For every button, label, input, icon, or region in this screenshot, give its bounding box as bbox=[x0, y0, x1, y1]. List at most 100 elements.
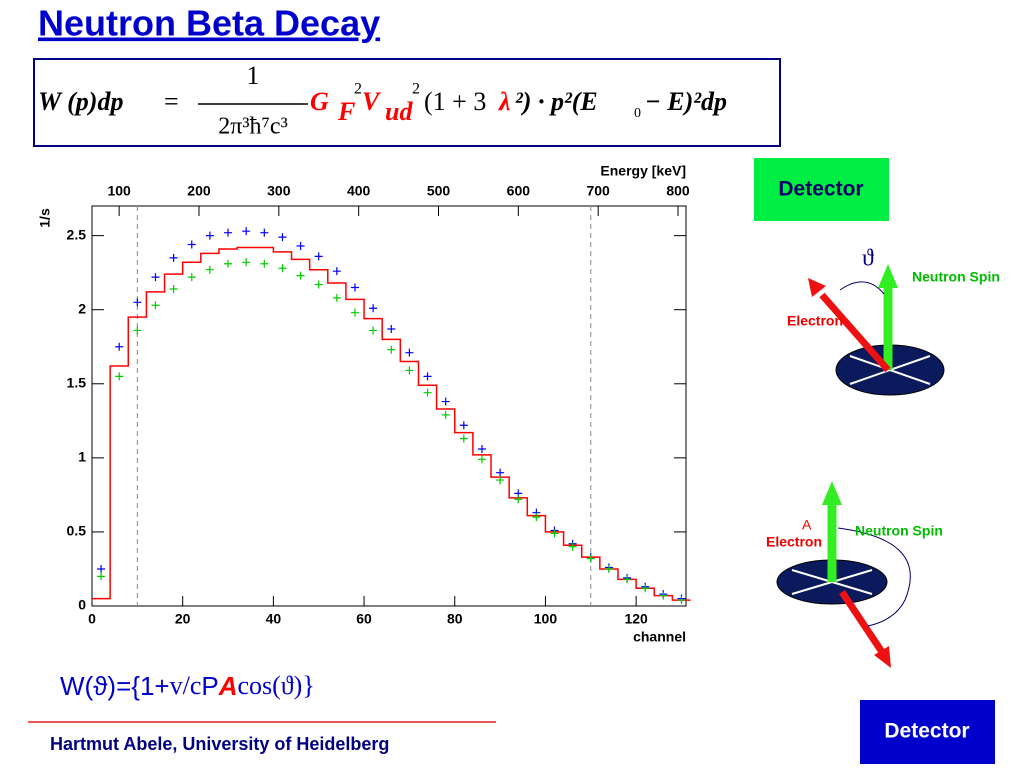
asymmetry-formula: W(ϑ)={1+v/cPAcos(ϑ)} bbox=[60, 671, 315, 701]
spin-label: Neutron Spin bbox=[855, 523, 943, 539]
formula-part: v/c bbox=[170, 671, 202, 700]
data-point bbox=[314, 280, 323, 289]
data-point bbox=[242, 258, 251, 267]
x-tick-label: 0 bbox=[88, 611, 96, 627]
data-point bbox=[151, 273, 160, 282]
formula-sup: 2 bbox=[354, 81, 362, 98]
angle-arc bbox=[839, 281, 885, 295]
data-point bbox=[314, 252, 323, 261]
detector-label: Detector bbox=[884, 720, 969, 743]
data-point bbox=[423, 372, 432, 381]
data-point bbox=[278, 264, 287, 273]
y-tick-label: 2.5 bbox=[67, 226, 87, 242]
data-point bbox=[97, 572, 106, 581]
formula-g: G bbox=[310, 87, 329, 116]
data-point bbox=[550, 529, 559, 538]
arrow-head bbox=[874, 646, 891, 668]
data-point bbox=[405, 366, 414, 375]
x2-tick-label: 100 bbox=[107, 183, 131, 199]
x-tick-label: 20 bbox=[175, 611, 191, 627]
fit-histogram bbox=[92, 246, 691, 601]
data-point bbox=[242, 227, 251, 236]
data-point bbox=[205, 265, 214, 274]
data-point bbox=[369, 326, 378, 335]
data-point bbox=[441, 410, 450, 419]
data-point bbox=[369, 304, 378, 313]
data-point bbox=[568, 542, 577, 551]
data-point bbox=[133, 298, 142, 307]
x2-tick-label: 400 bbox=[347, 183, 371, 199]
data-point bbox=[405, 348, 414, 357]
x-axis-label: channel bbox=[633, 629, 686, 645]
x-tick-label: 80 bbox=[447, 611, 463, 627]
data-point bbox=[97, 564, 106, 573]
data-point bbox=[532, 513, 541, 522]
x2-tick-label: 200 bbox=[187, 183, 211, 199]
detector-box bbox=[754, 158, 889, 221]
formula-lambda: λ bbox=[498, 87, 511, 116]
data-point bbox=[115, 342, 124, 351]
plot-frame bbox=[91, 205, 687, 607]
data-point bbox=[604, 564, 613, 573]
data-point bbox=[659, 591, 668, 600]
data-point bbox=[115, 372, 124, 381]
formula-sub: F bbox=[337, 97, 355, 126]
electron-arrow bbox=[839, 590, 885, 654]
y-tick-label: 0 bbox=[78, 597, 86, 613]
footer: Hartmut Abele, University of Heidelberg bbox=[50, 734, 389, 754]
data-point bbox=[387, 324, 396, 333]
data-point bbox=[514, 495, 523, 504]
x-tick-label: 40 bbox=[266, 611, 282, 627]
detector-label: Detector bbox=[778, 178, 863, 201]
spin-label: Neutron Spin bbox=[912, 269, 1000, 285]
formula-part: − E)²dp bbox=[645, 87, 727, 116]
data-point bbox=[459, 421, 468, 430]
formula-part: cos(ϑ)} bbox=[237, 671, 314, 700]
data-point bbox=[623, 575, 632, 584]
data-point bbox=[441, 397, 450, 406]
data-point bbox=[496, 476, 505, 485]
angle-arc bbox=[837, 527, 911, 627]
x-tick-label: 120 bbox=[624, 611, 648, 627]
data-point bbox=[641, 584, 650, 593]
data-point bbox=[586, 554, 595, 563]
formula-part: P bbox=[201, 671, 218, 701]
x2-axis-label: Energy [keV] bbox=[600, 163, 686, 179]
x2-tick-label: 600 bbox=[507, 183, 531, 199]
formula-sub: ud bbox=[385, 97, 413, 126]
data-point bbox=[133, 326, 142, 335]
data-point bbox=[260, 259, 269, 268]
data-point bbox=[187, 240, 196, 249]
data-point bbox=[151, 301, 160, 310]
data-point bbox=[187, 273, 196, 282]
x2-tick-label: 800 bbox=[666, 183, 690, 199]
formula-eq: = bbox=[164, 87, 179, 116]
electron-label: Electron bbox=[787, 313, 843, 329]
a-label: A bbox=[802, 517, 812, 533]
formula-part: (1 + 3 bbox=[424, 87, 486, 116]
electron-arrow bbox=[819, 292, 891, 373]
x-tick-label: 100 bbox=[534, 611, 558, 627]
arrow-head bbox=[878, 264, 898, 288]
data-point bbox=[296, 242, 305, 250]
data-point bbox=[350, 308, 359, 317]
formula-part: W(ϑ)={1+ bbox=[60, 671, 170, 701]
formula-sup: 2 bbox=[412, 81, 420, 98]
data-point bbox=[205, 231, 214, 240]
y-tick-label: 1 bbox=[78, 449, 86, 465]
y-axis-label: 1/s bbox=[37, 208, 53, 228]
y-tick-label: 1.5 bbox=[67, 374, 87, 390]
data-point bbox=[169, 253, 178, 262]
data-point bbox=[224, 228, 233, 237]
detector-box bbox=[860, 700, 995, 764]
data-point bbox=[332, 267, 341, 276]
title: Neutron Beta Decay bbox=[38, 3, 380, 44]
data-point bbox=[477, 455, 486, 464]
data-point bbox=[459, 434, 468, 443]
formula-part: ²) · p²(E bbox=[515, 87, 598, 116]
data-point bbox=[278, 233, 287, 242]
formula-part: A bbox=[218, 671, 238, 701]
x2-tick-label: 700 bbox=[586, 183, 610, 199]
